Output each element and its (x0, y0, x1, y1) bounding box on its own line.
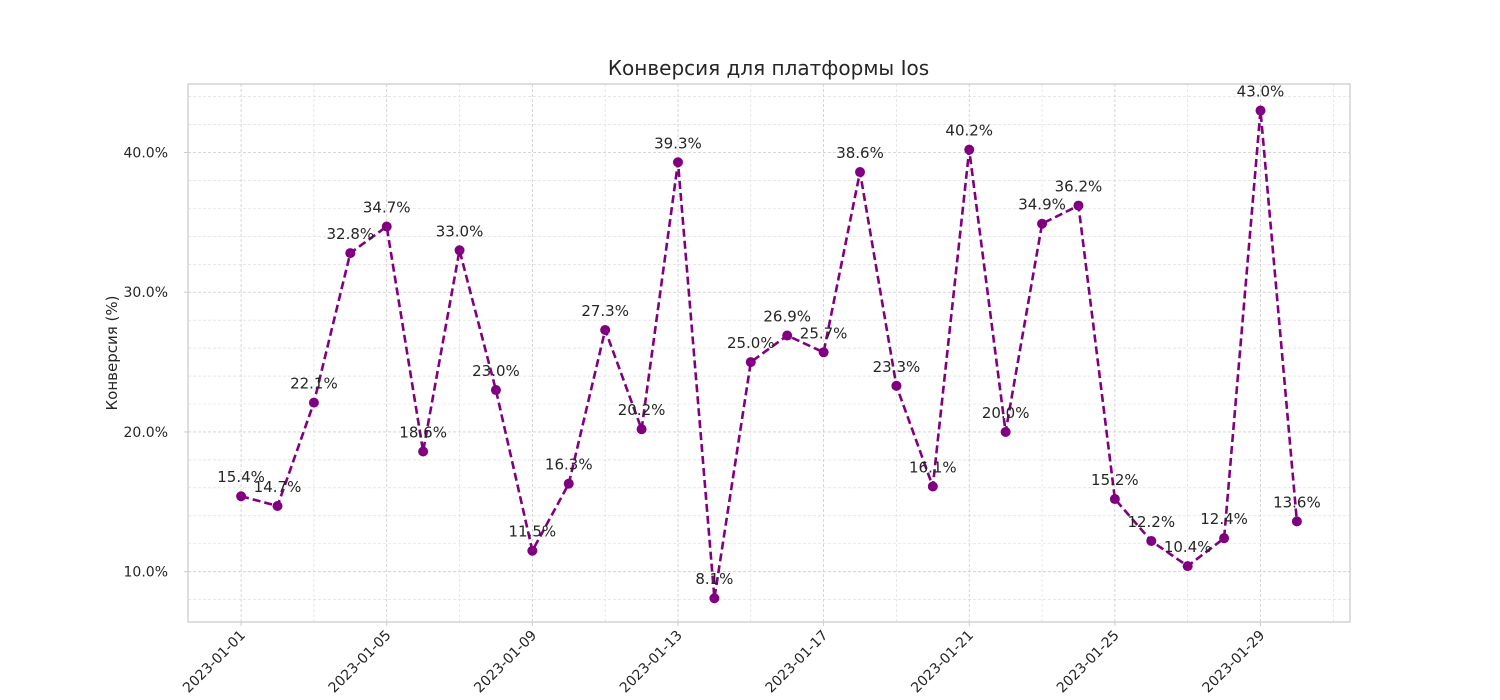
data-label: 22.1% (290, 375, 338, 393)
data-label: 38.6% (836, 144, 884, 162)
data-label: 34.9% (1018, 196, 1066, 214)
data-point (1109, 494, 1120, 505)
data-point (454, 245, 465, 256)
data-label: 10.4% (1164, 538, 1212, 556)
data-point (563, 478, 574, 489)
data-label: 23.0% (472, 362, 520, 380)
data-label: 26.9% (763, 308, 811, 326)
data-label: 27.3% (581, 302, 629, 320)
data-point (964, 144, 975, 155)
data-point (818, 347, 829, 358)
data-point (418, 446, 429, 457)
grid (188, 84, 1350, 622)
data-label: 14.7% (254, 478, 302, 496)
data-labels: 15.4%14.7% 22.1% 32.8% 34.7% 18.6% 33.0% 23.0%… (217, 83, 1320, 589)
y-tick-label: 30.0% (124, 285, 168, 301)
data-label: 23.3% (873, 358, 921, 376)
data-point (1291, 516, 1302, 527)
data-label: 43.0% (1237, 83, 1285, 101)
plot-frame (187, 83, 1351, 623)
data-point (272, 501, 283, 512)
data-label: 13.6% (1273, 493, 1321, 511)
data-point (672, 157, 683, 168)
data-point (490, 385, 501, 396)
data-point (308, 397, 319, 408)
data-label: 8.1% (695, 570, 733, 588)
series-line (240, 109, 1299, 600)
data-label: 15.2% (1091, 471, 1139, 489)
data-point (745, 357, 756, 368)
data-point (1219, 533, 1230, 544)
data-label: 25.0% (727, 334, 775, 352)
series-conversion (236, 105, 1302, 604)
data-point (600, 324, 611, 335)
data-label: 16.3% (545, 456, 593, 474)
data-label: 36.2% (1055, 178, 1103, 196)
data-point (345, 248, 356, 259)
x-tick-label: 2023-01-01 (180, 628, 249, 697)
y-tick-label: 10.0% (124, 565, 168, 581)
data-point (1037, 218, 1048, 229)
data-point (927, 481, 938, 492)
chart-title: Конверсия для платформы Ios (608, 56, 929, 80)
x-tick-label: 2023-01-09 (471, 628, 540, 697)
data-label: 33.0% (436, 222, 484, 240)
x-tick-label: 2023-01-21 (908, 628, 977, 697)
data-point (1182, 561, 1193, 572)
y-axis: 10.0% 20.0% 30.0% 40.0% (124, 145, 188, 581)
data-label: 25.7% (800, 324, 848, 342)
x-tick-label: 2023-01-29 (1199, 628, 1268, 697)
data-label: 39.3% (654, 134, 702, 152)
data-point (855, 167, 866, 178)
data-label: 16.1% (909, 458, 957, 476)
x-axis: 2023-01-01 2023-01-05 2023-01-09 2023-01-13… (180, 622, 1268, 696)
y-tick-label: 40.0% (124, 145, 168, 161)
data-point (1073, 200, 1084, 211)
data-point (636, 424, 647, 435)
y-tick-label: 20.0% (124, 425, 168, 441)
data-point (527, 545, 538, 556)
data-label: 20.0% (982, 404, 1030, 422)
x-tick-label: 2023-01-05 (326, 628, 395, 697)
data-point (1255, 105, 1266, 116)
data-label: 12.2% (1127, 513, 1175, 531)
data-label: 11.5% (509, 523, 557, 541)
x-tick-label: 2023-01-17 (763, 628, 832, 697)
y-axis-label: Конверсия (%) (103, 296, 121, 411)
data-point (782, 330, 793, 341)
data-label: 20.2% (618, 401, 666, 419)
x-tick-label: 2023-01-13 (617, 628, 686, 697)
data-label: 32.8% (326, 225, 374, 243)
data-label: 15.4% (217, 468, 265, 486)
data-point (709, 593, 720, 604)
data-label: 34.7% (363, 199, 411, 217)
data-point (236, 491, 247, 502)
data-label: 12.4% (1200, 510, 1248, 528)
data-label: 18.6% (399, 424, 447, 442)
data-point (891, 380, 902, 391)
data-point (381, 221, 392, 232)
data-point (1146, 535, 1157, 546)
data-point (1000, 426, 1011, 437)
data-label: 40.2% (945, 122, 993, 140)
x-tick-label: 2023-01-25 (1054, 628, 1123, 697)
